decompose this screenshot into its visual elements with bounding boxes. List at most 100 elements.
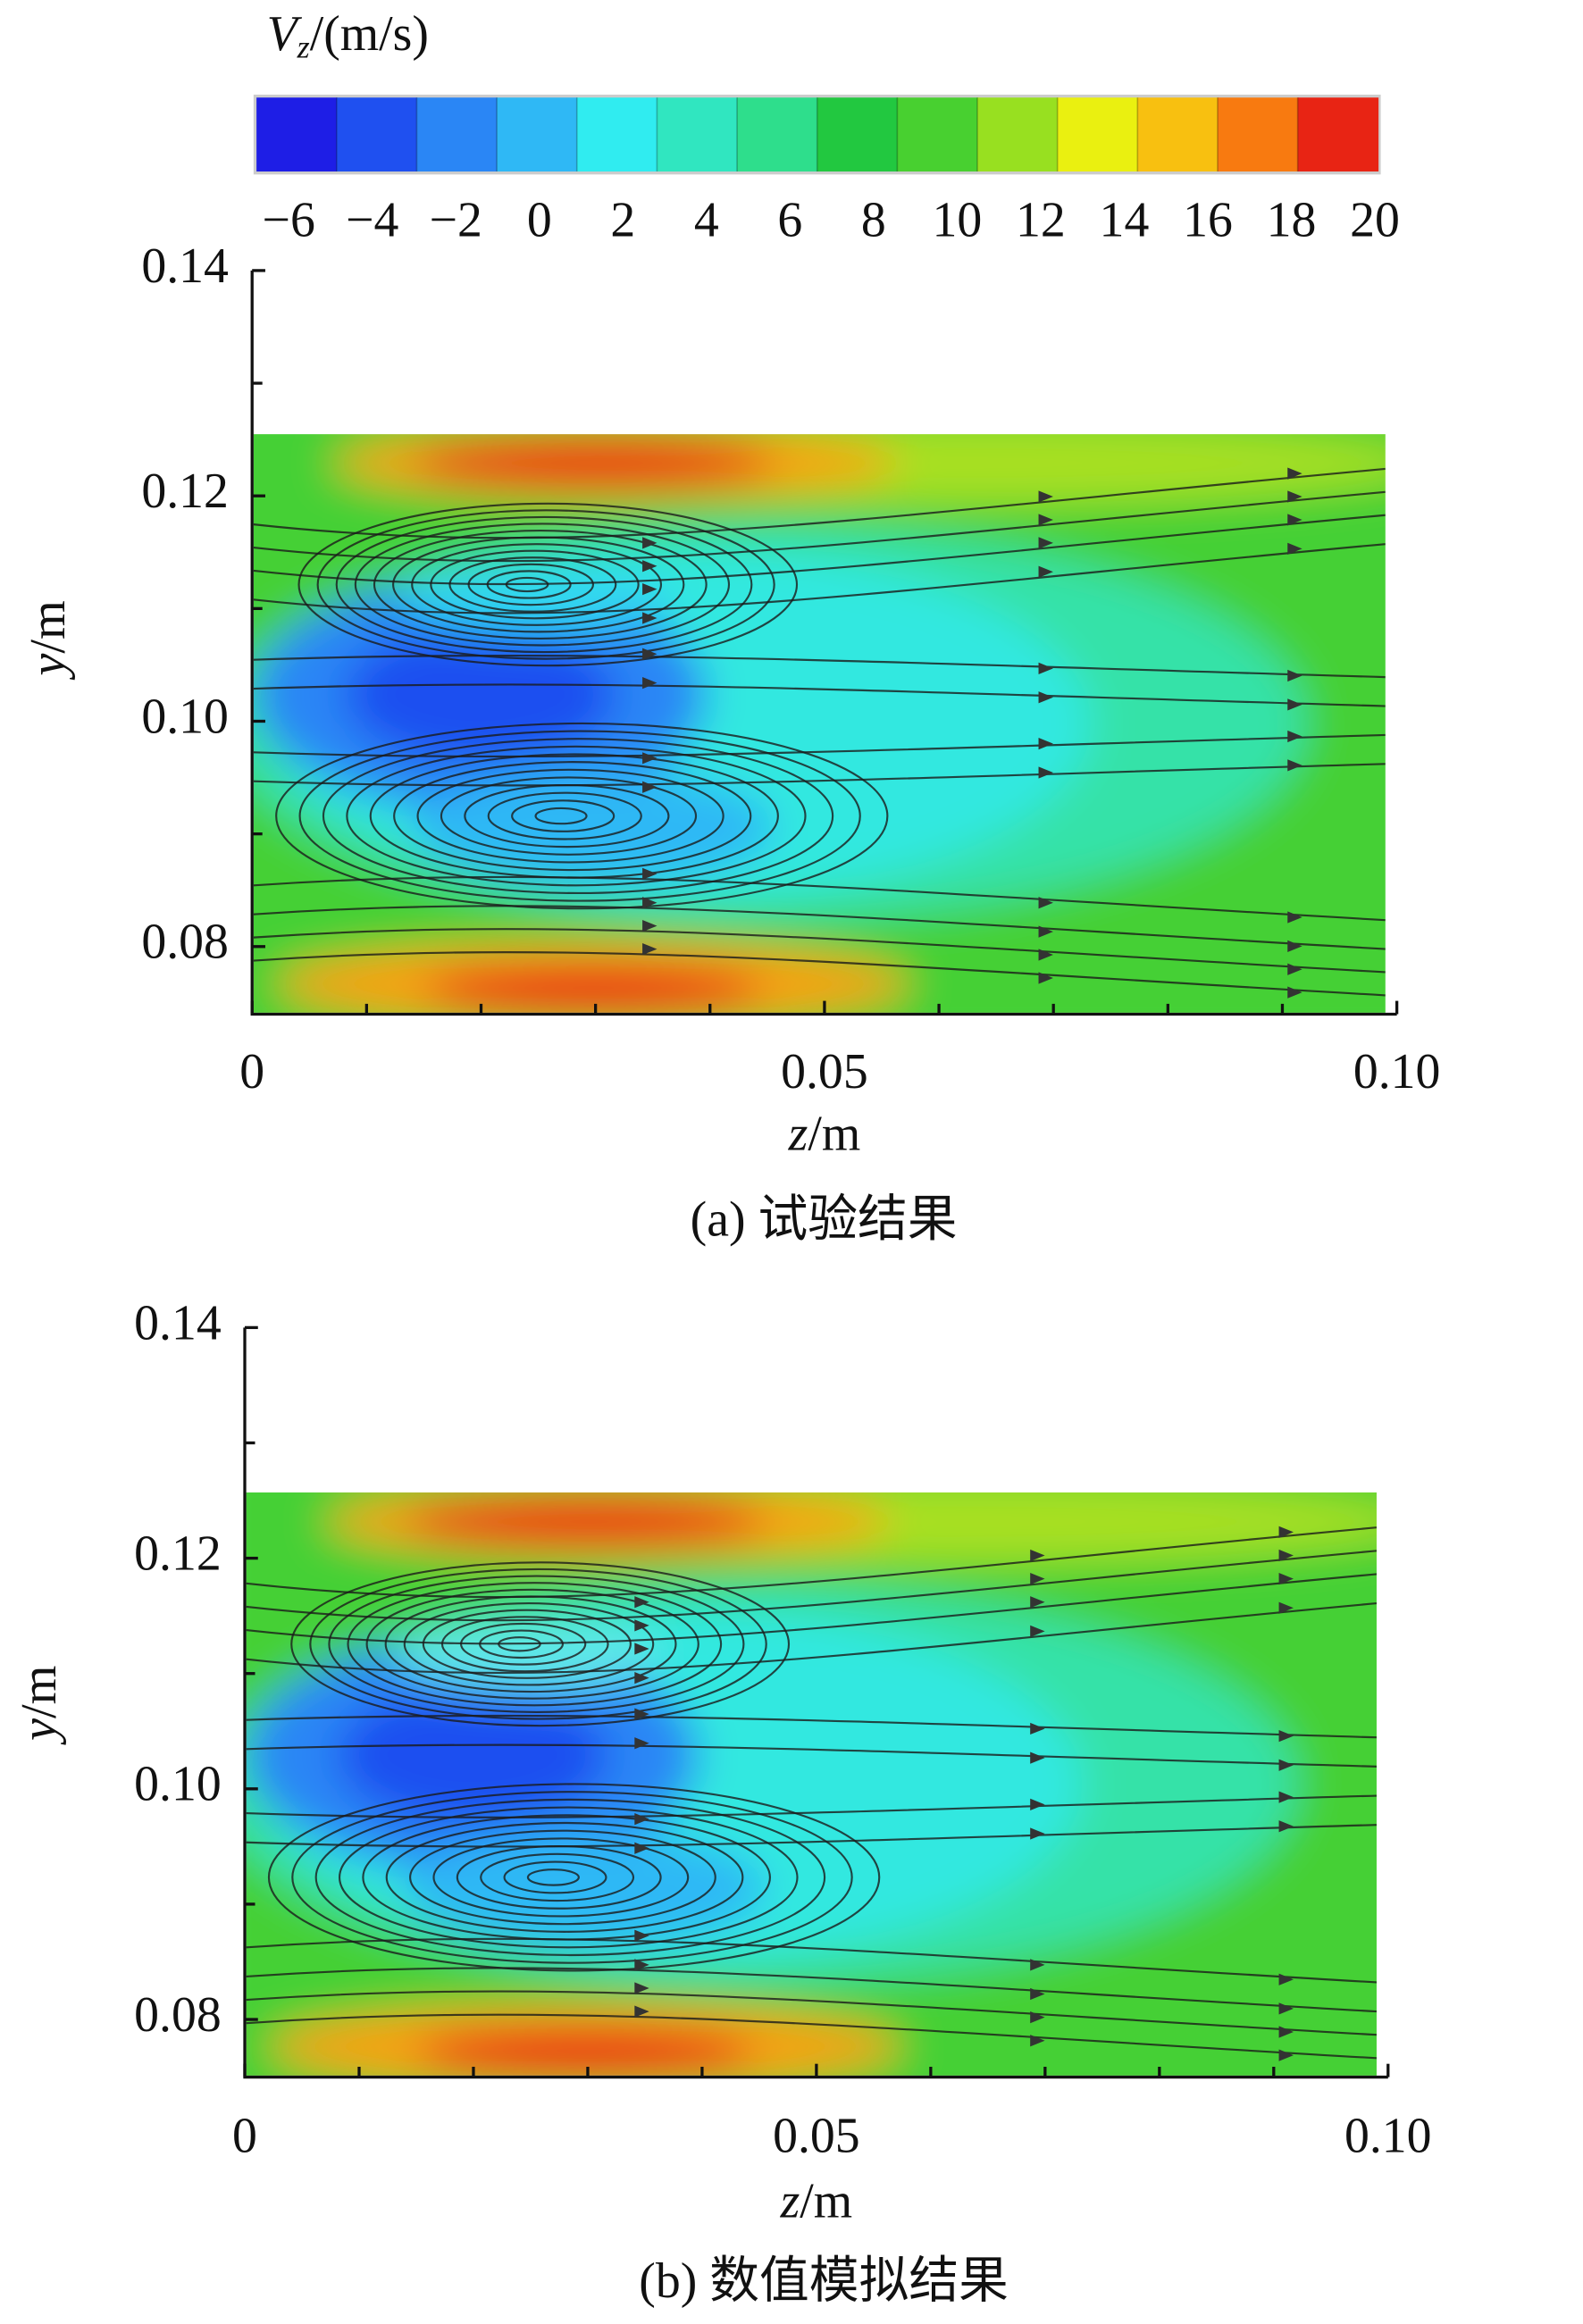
streamline-arrow bbox=[634, 1643, 649, 1655]
streamline-arrow bbox=[642, 781, 657, 793]
streamline-arrow bbox=[1030, 1751, 1045, 1764]
streamlines bbox=[253, 467, 1386, 999]
streamline-arrow bbox=[1278, 1526, 1294, 1539]
streamline-arrow bbox=[634, 1596, 649, 1609]
streamline bbox=[253, 875, 1386, 922]
x-tick-label: 0.10 bbox=[1344, 2108, 1432, 2163]
y-axis-var: y bbox=[21, 654, 76, 681]
x-tick-label: 0 bbox=[239, 1044, 264, 1099]
streamline bbox=[253, 543, 1386, 614]
streamline bbox=[246, 1714, 1377, 1739]
streamline bbox=[253, 928, 1386, 974]
y-tick-label: 0.12 bbox=[134, 1526, 222, 1581]
streamline bbox=[403, 1601, 655, 1686]
streamline bbox=[503, 1860, 607, 1894]
colorbar-band bbox=[817, 97, 899, 172]
streamline-arrow bbox=[1038, 565, 1053, 578]
colorbar-band bbox=[737, 97, 818, 172]
streamlines bbox=[246, 1526, 1377, 2061]
colorbar-band bbox=[1217, 97, 1299, 172]
streamline-arrow bbox=[1287, 514, 1302, 526]
streamline bbox=[487, 791, 642, 840]
streamline-arrow bbox=[642, 560, 657, 573]
streamline bbox=[409, 1829, 716, 1926]
streamline bbox=[297, 502, 799, 667]
colorbar-tick-label: −6 bbox=[263, 192, 315, 247]
streamline-arrow bbox=[1030, 1987, 1045, 2001]
streamline bbox=[253, 905, 1386, 950]
streamline bbox=[385, 1821, 744, 1933]
streamline-arrow bbox=[1287, 759, 1302, 772]
streamline bbox=[267, 1783, 881, 1972]
streamline-arrow bbox=[1287, 911, 1302, 924]
streamline-arrow bbox=[634, 1708, 649, 1720]
streamline-arrow bbox=[642, 648, 657, 660]
streamline bbox=[432, 1837, 690, 1918]
colorbar-tick-label: −4 bbox=[346, 192, 398, 247]
streamline-arrow bbox=[1278, 2049, 1294, 2061]
streamline bbox=[246, 1990, 1377, 2036]
x-axis-unit: /m bbox=[800, 2173, 852, 2228]
streamline bbox=[253, 733, 1386, 758]
streamline bbox=[422, 1609, 632, 1679]
colorbar-tick-label: 6 bbox=[777, 192, 802, 247]
streamline-arrow bbox=[1278, 1791, 1294, 1803]
streamline bbox=[316, 509, 775, 660]
streamline bbox=[253, 683, 1386, 707]
y-axis-var: y bbox=[12, 1718, 67, 1745]
streamline-arrow bbox=[1278, 1973, 1294, 1985]
colorbar-tick-label: 20 bbox=[1350, 192, 1400, 247]
streamline bbox=[253, 951, 1386, 997]
streamline-arrow bbox=[1038, 949, 1053, 961]
streamline bbox=[346, 745, 807, 887]
streamline bbox=[290, 1561, 791, 1727]
streamline-arrow bbox=[634, 1982, 649, 1994]
colorbar-band bbox=[497, 97, 578, 172]
streamline-arrow bbox=[642, 867, 657, 880]
streamline-arrow bbox=[1030, 2011, 1045, 2024]
streamline-arrow bbox=[1287, 669, 1302, 682]
streamline-arrow bbox=[1038, 737, 1053, 750]
streamline-arrow bbox=[1038, 972, 1053, 984]
streamline bbox=[246, 1526, 1377, 1599]
streamline bbox=[440, 776, 698, 856]
colorbar-band bbox=[1057, 97, 1139, 172]
colorbar-band bbox=[1297, 97, 1379, 172]
colorbar-band bbox=[657, 97, 738, 172]
streamline bbox=[246, 1937, 1377, 1984]
streamline bbox=[338, 1806, 799, 1949]
streamline-arrow bbox=[634, 1813, 649, 1826]
streamline-arrow bbox=[642, 897, 657, 909]
streamline-arrow bbox=[642, 612, 657, 624]
colorbar-band bbox=[977, 97, 1059, 172]
streamline bbox=[246, 1743, 1377, 1768]
field-blob bbox=[415, 2028, 756, 2076]
field-blob bbox=[423, 966, 763, 1013]
x-tick-label: 0.10 bbox=[1353, 1044, 1441, 1099]
streamline-arrow bbox=[642, 676, 657, 690]
streamline-arrow bbox=[1030, 1959, 1045, 1971]
streamline bbox=[526, 1868, 580, 1886]
colorbar-tick-label: 10 bbox=[933, 192, 983, 247]
field-blob bbox=[344, 624, 616, 765]
streamline-arrow bbox=[634, 1619, 649, 1632]
y-axis-title: y/m bbox=[12, 1666, 67, 1745]
streamline-arrow bbox=[1278, 2002, 1294, 2015]
streamline bbox=[253, 467, 1386, 539]
y-axis-unit: /m bbox=[12, 1666, 67, 1718]
streamline bbox=[253, 654, 1386, 679]
streamline bbox=[511, 799, 616, 832]
streamline-arrow bbox=[1030, 1722, 1045, 1735]
y-tick-label: 0.14 bbox=[141, 238, 229, 294]
colorbar-tick-label: 16 bbox=[1183, 192, 1233, 247]
colorbar-tick-label: 18 bbox=[1267, 192, 1317, 247]
streamline bbox=[373, 529, 708, 640]
streamline bbox=[253, 514, 1386, 586]
streamline bbox=[314, 1798, 826, 1957]
field-blob bbox=[404, 1498, 766, 1545]
streamline bbox=[246, 1967, 1377, 2013]
field-colors bbox=[253, 434, 1386, 1013]
streamline-arrow bbox=[642, 583, 657, 596]
streamline-arrow bbox=[1038, 537, 1053, 549]
